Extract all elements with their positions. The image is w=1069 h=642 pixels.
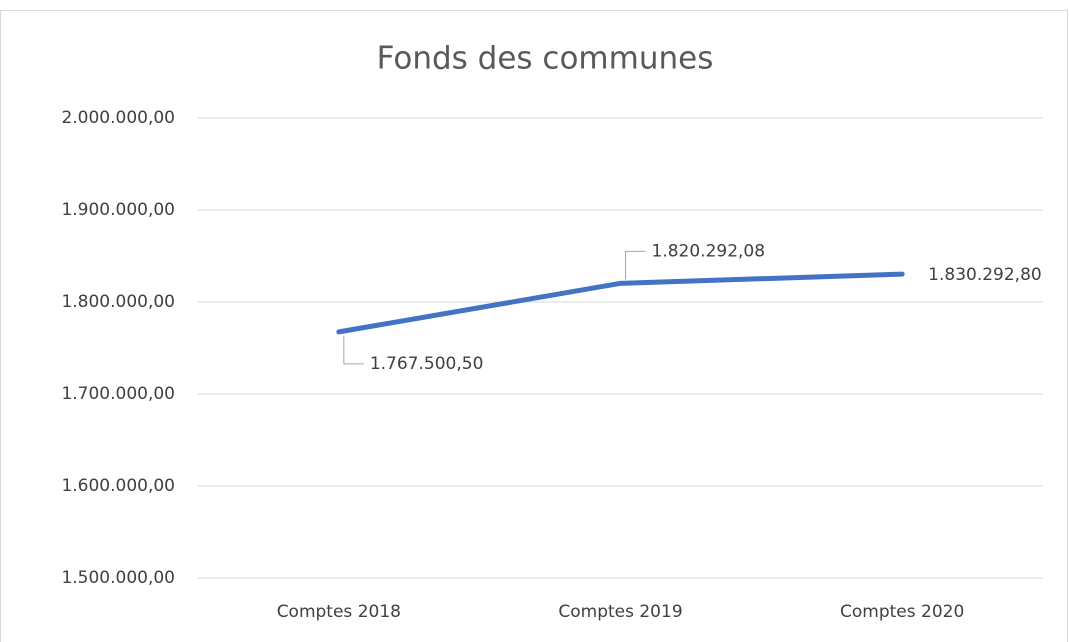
- line: [336, 271, 905, 335]
- y-tick-label: 1.500.000,00: [61, 568, 175, 588]
- leader-line: [625, 250, 646, 280]
- chart-title: Fonds des communes: [377, 41, 714, 77]
- x-tick-label: Comptes 2020: [840, 602, 964, 622]
- chart-frame: [0, 10, 1068, 642]
- y-tick-label: 2.000.000,00: [61, 108, 175, 128]
- y-tick-label: 1.800.000,00: [61, 292, 175, 312]
- y-tick-label: 1.600.000,00: [61, 476, 175, 496]
- leader-line: [343, 335, 364, 365]
- data-label: 1.820.292,08: [652, 241, 766, 261]
- data-label: 1.767.500,50: [370, 354, 484, 374]
- x-tick-label: Comptes 2019: [558, 602, 682, 622]
- data-label: 1.830.292,80: [928, 265, 1042, 285]
- y-tick-label: 1.700.000,00: [61, 384, 175, 404]
- y-tick-label: 1.900.000,00: [61, 200, 175, 220]
- x-tick-label: Comptes 2018: [277, 602, 401, 622]
